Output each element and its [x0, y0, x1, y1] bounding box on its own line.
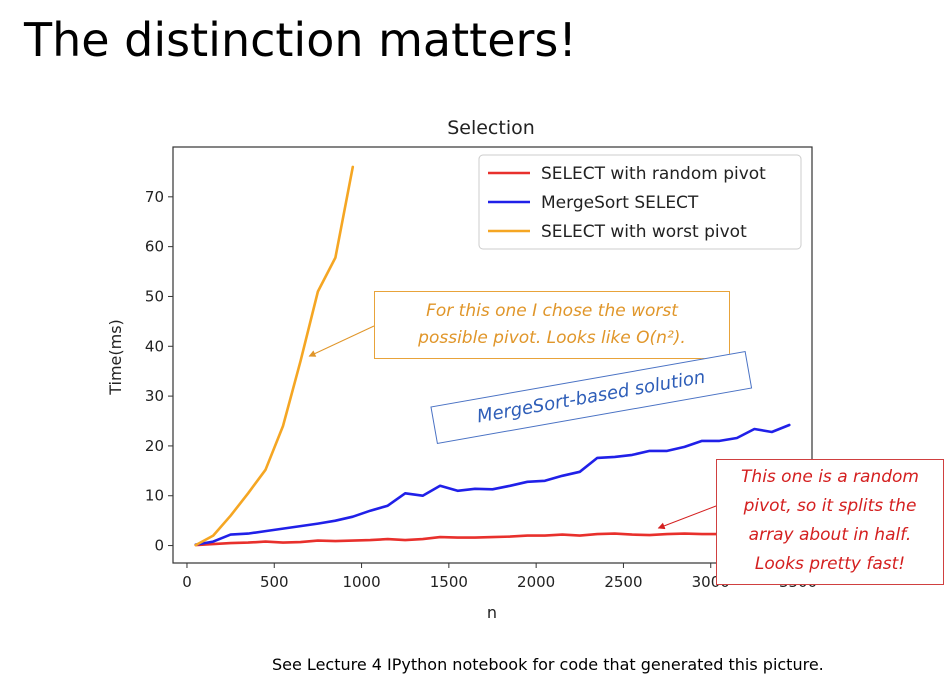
x-tick-label: 1500 — [430, 573, 468, 591]
annotation-arrows — [308, 325, 717, 530]
x-axis-label: n — [487, 603, 497, 622]
legend-item-mergesort-select: MergeSort SELECT — [541, 193, 699, 213]
arrow-random-pivot — [657, 505, 717, 530]
x-tick-label: 1000 — [342, 573, 380, 591]
arrow-worst-pivot — [308, 325, 375, 357]
y-tick-label: 50 — [145, 287, 164, 305]
callout-worst-line-1: For this one I chose the worst — [426, 301, 678, 321]
random-pivot-line — [194, 531, 791, 547]
callout-random-pivot: This one is a random pivot, so it splits… — [716, 459, 944, 585]
plot-frame — [172, 146, 813, 564]
y-axis-label: Time(ms) — [106, 319, 125, 396]
footer-note: See Lecture 4 IPython notebook for code … — [272, 655, 824, 674]
mergesort-select-line — [194, 423, 791, 546]
axis-ticks: 0500100015002000250030003500010203040506… — [145, 188, 817, 591]
y-tick-label: 60 — [145, 238, 164, 256]
callout-worst-pivot: For this one I chose the worst possible … — [374, 291, 730, 359]
y-tick-label: 20 — [145, 437, 164, 455]
callout-worst-line-2: possible pivot. Looks like O(n²). — [418, 328, 686, 348]
slide-title: The distinction matters! — [24, 13, 577, 67]
worst-pivot-line — [194, 165, 355, 547]
y-tick-label: 30 — [145, 387, 164, 405]
callout-random-line-3: array about in half. — [748, 525, 912, 545]
x-tick-label: 500 — [260, 573, 289, 591]
chart-title: Selection — [447, 117, 535, 139]
y-tick-label: 40 — [145, 337, 164, 355]
legend-box — [478, 154, 802, 250]
x-tick-label: 2000 — [517, 573, 555, 591]
callout-random-line-4: Looks pretty fast! — [754, 554, 906, 574]
x-tick-label: 0 — [182, 573, 192, 591]
legend-item-random-pivot: SELECT with random pivot — [541, 164, 766, 184]
y-tick-label: 70 — [145, 188, 164, 206]
legend-item-worst-pivot: SELECT with worst pivot — [541, 222, 747, 242]
legend: SELECT with random pivot MergeSort SELECT… — [478, 154, 802, 250]
callout-random-line-1: This one is a random — [741, 467, 919, 487]
y-tick-label: 10 — [145, 487, 164, 505]
y-tick-label: 0 — [154, 537, 164, 555]
x-tick-label: 2500 — [604, 573, 642, 591]
callout-random-line-2: pivot, so it splits the — [743, 496, 917, 516]
series-lines — [194, 165, 791, 547]
